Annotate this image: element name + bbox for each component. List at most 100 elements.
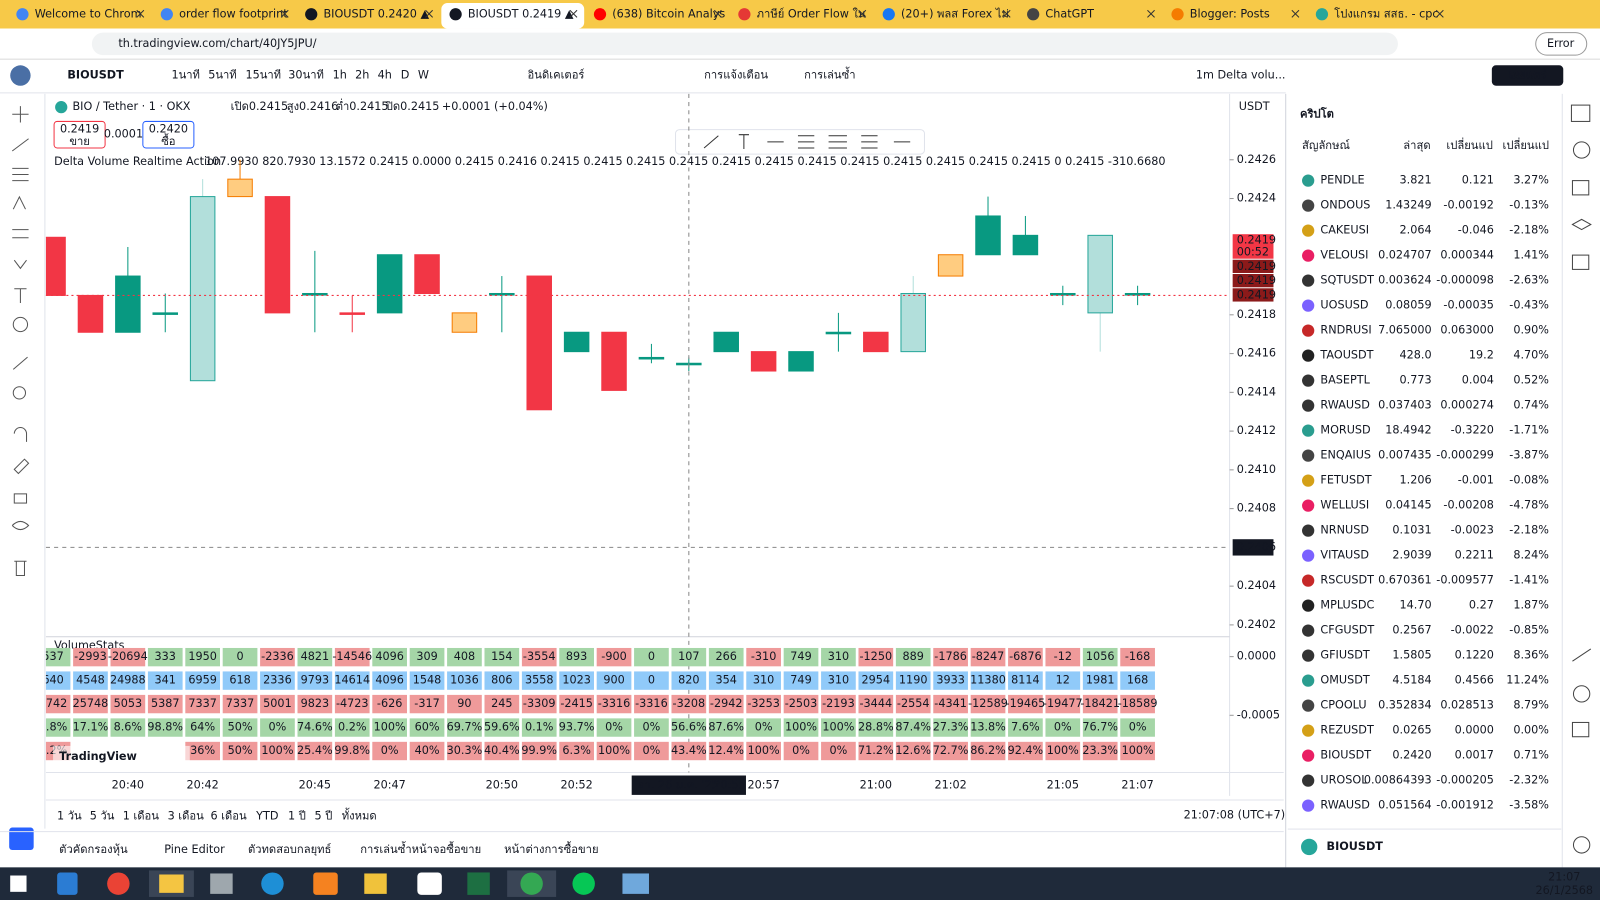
panel-tab[interactable]: ตัวคัดกรองหุ้น [59, 843, 128, 856]
stats-cell [821, 718, 856, 737]
watch-symbol[interactable]: ENQAIUS [1320, 449, 1371, 462]
stats-value: -310 [751, 650, 776, 663]
panel-tab[interactable]: ตัวทดสอบกลยุทธ์ [248, 843, 331, 856]
stats-cell [746, 741, 781, 761]
replay[interactable]: การเล่นซ้ำ [804, 67, 855, 82]
tab-close[interactable] [1435, 9, 1444, 18]
interval[interactable]: 1นาที [171, 69, 200, 82]
watch-symbol[interactable]: NRNUSD [1320, 524, 1369, 537]
interval[interactable]: 4h [378, 69, 392, 82]
watch-symbol[interactable]: VELOUSI [1320, 249, 1368, 262]
range[interactable]: 5 ปี [315, 809, 333, 822]
interval[interactable]: 2h [355, 69, 369, 82]
publish-button[interactable] [1491, 65, 1564, 86]
watch-symbol[interactable]: WELLUSI [1320, 499, 1369, 512]
stats-value: 354 [716, 674, 737, 687]
candle-body [526, 275, 552, 411]
symbol[interactable]: BIOUSDT [67, 69, 124, 82]
stats-cell [447, 671, 482, 690]
watch-symbol[interactable]: FETUSDT [1320, 474, 1371, 487]
publish[interactable]: เผยแพร่ [1509, 69, 1547, 82]
stats-value: 0% [1129, 721, 1147, 734]
range[interactable]: 1 วัน [57, 809, 82, 822]
tab-close[interactable] [1002, 9, 1011, 18]
panel-tab[interactable]: หน้าต่างการซื้อขาย [504, 841, 598, 856]
range[interactable]: 5 วัน [90, 809, 115, 822]
url-box[interactable] [91, 32, 1398, 56]
buy-box[interactable] [142, 120, 195, 149]
tab-close[interactable] [1291, 9, 1300, 18]
watch-symbol[interactable]: CPOOLU [1320, 699, 1366, 712]
range[interactable]: ทั้งหมด [342, 807, 377, 822]
tab-close[interactable] [858, 9, 867, 18]
interval[interactable]: 1h [333, 69, 347, 82]
tab-close[interactable] [713, 9, 722, 18]
candle-body [376, 254, 403, 314]
profile-button[interactable] [1535, 32, 1588, 56]
watch-symbol[interactable]: BASEPTL [1320, 374, 1370, 387]
stats-value: 28.8% [858, 721, 894, 734]
drawing-toolbar [0, 93, 45, 870]
favorites[interactable] [9, 827, 34, 850]
watch-symbol[interactable]: CAKEUSI [1320, 224, 1369, 237]
stats-value: 6.3% [562, 744, 591, 757]
layout[interactable]: 1m Delta volu... [1196, 69, 1286, 82]
watch-symbol[interactable]: SQTUSDT [1320, 274, 1374, 287]
watch-symbol[interactable]: UROSOL [1320, 774, 1368, 787]
watch-symbol[interactable]: BIOUSDT [1320, 749, 1371, 762]
stats-cell [260, 741, 295, 761]
range[interactable]: 1 เดือน [123, 809, 160, 822]
watch-symbol[interactable]: MORUSD [1320, 424, 1370, 437]
candle-body [563, 331, 590, 353]
interval[interactable]: D [401, 69, 410, 82]
panel-tab[interactable]: Pine Editor [164, 843, 225, 856]
watch-symbol[interactable]: RWAUSD [1320, 799, 1369, 812]
logo: TradingView [59, 750, 137, 763]
watch-symbol[interactable]: CFGUSDT [1320, 624, 1374, 637]
indicators[interactable]: อินดิเคเตอร์ [527, 69, 584, 82]
tab-close[interactable] [569, 9, 578, 18]
stats-value: -3208 [673, 697, 706, 710]
coin-icon [1302, 199, 1315, 212]
watch-symbol[interactable]: VITAUSD [1320, 549, 1369, 562]
tab-close[interactable] [136, 9, 145, 18]
sell-box[interactable] [53, 120, 106, 149]
tab-close[interactable] [1147, 9, 1155, 18]
indicator-values: 107.9930 820.7930 13.1572 0.2415 0.0000 … [205, 155, 1165, 168]
watch-symbol[interactable]: GFIUSDT [1320, 649, 1369, 662]
stats-cell [409, 671, 445, 690]
interval[interactable]: 5นาที [208, 69, 237, 82]
stats-value: 0% [1054, 721, 1072, 734]
watch-symbol[interactable]: ONDOUS [1320, 199, 1370, 212]
crosshair-time-box [631, 775, 746, 795]
watch-symbol[interactable]: TAOUSDT [1319, 349, 1373, 362]
watch-symbol[interactable]: OMUSDT [1320, 674, 1369, 687]
stats-cell [372, 741, 407, 761]
active-tab[interactable] [441, 3, 585, 29]
stats-value: 4096 [375, 650, 404, 663]
interval[interactable]: W [418, 69, 429, 82]
interval[interactable]: 15นาที [245, 69, 281, 82]
tab-close[interactable] [425, 9, 434, 18]
watch-symbol[interactable]: RWAUSD [1320, 399, 1369, 412]
stats-value: 749 [790, 674, 811, 687]
watch-change: -0.85% [1509, 624, 1549, 637]
interval[interactable]: 30นาที [288, 69, 324, 82]
watch-symbol[interactable]: REZUSDT [1320, 724, 1374, 737]
panel-tab[interactable]: การเล่นซ้ำหน้าจอซื้อขาย [360, 841, 481, 856]
coin-icon [1302, 224, 1315, 237]
alerts[interactable]: การแจ้งเตือน [704, 69, 768, 82]
range[interactable]: 6 เดือน [210, 809, 247, 822]
watchlist-title[interactable]: คริปโต [1300, 106, 1334, 120]
avatar[interactable] [10, 65, 31, 86]
watch-symbol[interactable]: MPLUSDC [1320, 599, 1374, 612]
watch-symbol[interactable]: RSCUSDT [1320, 574, 1374, 587]
tab-close[interactable] [280, 9, 289, 18]
range[interactable]: YTD [255, 809, 278, 822]
watch-symbol[interactable]: RNDRUSI [1320, 324, 1371, 337]
watch-symbol[interactable]: UOSUSD [1320, 299, 1368, 312]
watch-symbol[interactable]: PENDLE [1320, 174, 1364, 187]
range[interactable]: 1 ปี [288, 809, 306, 822]
range[interactable]: 3 เดือน [168, 809, 205, 822]
divider [1287, 828, 1562, 830]
